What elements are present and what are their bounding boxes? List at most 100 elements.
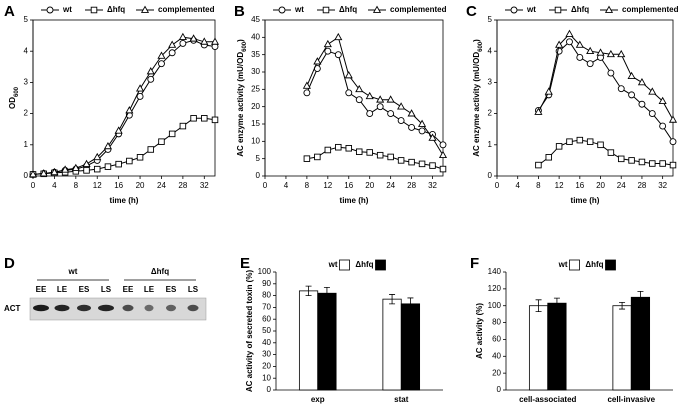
- y-tick-label: 3: [24, 78, 29, 87]
- bar: [298, 290, 319, 391]
- x-tick-label: 24: [617, 181, 626, 190]
- legend-label: wt: [328, 260, 338, 269]
- y-axis-label-part: ): [472, 39, 481, 42]
- legend-swatch: [569, 259, 580, 271]
- blot-band: [187, 304, 199, 312]
- marker: [638, 158, 646, 166]
- marker: [606, 49, 615, 58]
- y-tick-label: 40: [262, 338, 271, 347]
- legend-marker: [372, 5, 382, 13]
- marker: [668, 115, 678, 123]
- legend-label: wt: [526, 5, 536, 14]
- group-label: wt: [68, 267, 78, 276]
- y-tick-label: 15: [251, 119, 260, 128]
- error-bar: [407, 297, 414, 311]
- marker: [303, 89, 311, 97]
- marker: [135, 84, 145, 92]
- legend-label: Δhfq: [107, 5, 125, 14]
- marker: [586, 60, 594, 68]
- x-tick-label: 4: [284, 181, 289, 190]
- marker: [576, 136, 584, 144]
- y-tick-label: 20: [251, 102, 260, 111]
- bar: [382, 298, 402, 391]
- bar: [547, 302, 567, 391]
- marker: [607, 149, 615, 156]
- marker: [103, 141, 113, 150]
- legend-marker: [604, 5, 614, 13]
- y-axis-label: AC activity of secreted toxin (%): [245, 270, 254, 393]
- marker: [136, 92, 144, 100]
- marker: [576, 53, 584, 61]
- marker: [429, 162, 436, 169]
- y-axis-label-part: OD: [8, 97, 17, 109]
- bar: [317, 292, 337, 391]
- legend-marker: [510, 6, 518, 14]
- y-axis-label-part: ): [236, 39, 245, 42]
- marker: [115, 160, 122, 168]
- marker: [366, 110, 374, 118]
- marker: [669, 138, 677, 146]
- y-axis-label-part: 600: [478, 41, 484, 52]
- marker: [93, 152, 102, 161]
- y-tick-label: 35: [251, 50, 260, 59]
- lane-label: EE: [123, 285, 134, 294]
- blot-band: [166, 304, 176, 312]
- legend-label: wt: [294, 5, 304, 14]
- marker: [179, 39, 187, 47]
- marker: [627, 71, 636, 80]
- x-tick-label: 4: [52, 181, 57, 190]
- marker: [334, 51, 342, 59]
- marker: [535, 161, 542, 169]
- marker: [147, 75, 155, 83]
- panel-label: D: [4, 255, 15, 272]
- blot-membrane: [29, 297, 207, 321]
- y-tick-label: 45: [251, 15, 260, 24]
- lane-label: LS: [188, 285, 199, 294]
- marker: [190, 115, 197, 122]
- marker: [438, 150, 448, 159]
- marker: [365, 91, 374, 100]
- x-tick-label: 4: [515, 181, 520, 190]
- legend-label: Δhfq: [339, 5, 357, 14]
- legend-label: Δhfq: [585, 260, 603, 269]
- legend-swatch: [605, 259, 616, 271]
- y-axis-label-part: AC enzyme activity (mU/OD: [236, 52, 245, 157]
- marker: [355, 96, 363, 104]
- legend-swatch: [339, 259, 350, 271]
- y-tick-label: 5: [24, 15, 29, 24]
- x-tick-label: 12: [323, 181, 332, 190]
- x-axis-label: time (h): [571, 196, 600, 205]
- y-axis-label-part: AC activity (%): [475, 303, 484, 359]
- marker: [648, 110, 656, 118]
- marker: [71, 163, 80, 172]
- marker: [168, 130, 176, 138]
- marker: [659, 160, 666, 167]
- marker: [544, 87, 553, 95]
- x-tick-label: 20: [596, 181, 605, 190]
- marker: [50, 167, 59, 176]
- marker: [658, 96, 667, 104]
- marker: [147, 146, 155, 153]
- y-tick-label: 4: [488, 46, 493, 55]
- marker: [324, 146, 332, 154]
- y-tick-label: 0: [267, 385, 272, 394]
- marker: [387, 110, 395, 118]
- marker: [387, 153, 394, 161]
- y-tick-label: 0: [497, 385, 502, 394]
- marker: [555, 143, 563, 150]
- x-axis-label: time (h): [110, 196, 139, 205]
- marker: [345, 89, 353, 97]
- y-tick-label: 120: [488, 284, 502, 293]
- marker: [178, 32, 187, 41]
- marker: [607, 69, 615, 77]
- y-axis-label: AC enzyme activity (mU/OD600): [236, 39, 247, 157]
- marker: [323, 39, 332, 48]
- x-tick-label: 24: [157, 181, 166, 190]
- marker: [376, 151, 384, 159]
- y-tick-label: 5: [488, 15, 493, 24]
- marker: [210, 37, 220, 45]
- marker: [114, 126, 123, 134]
- marker: [637, 77, 647, 86]
- panel-label: C: [466, 3, 477, 20]
